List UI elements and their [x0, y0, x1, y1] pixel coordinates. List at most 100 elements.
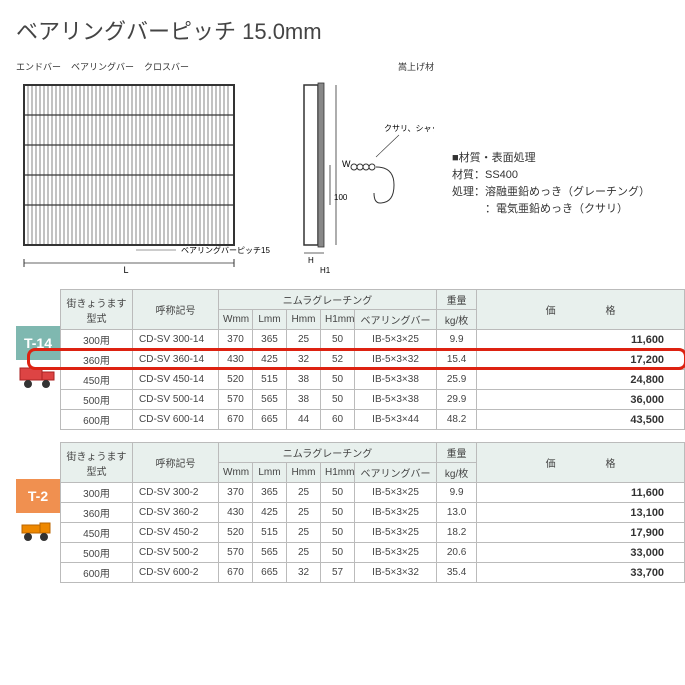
th-model: 呼称記号 [133, 290, 219, 330]
cell-W: 570 [219, 543, 253, 563]
material-info: ■材質・表面処理 材質：SS400 処理：溶融亜鉛めっき（グレーチング） ：電気… [452, 60, 669, 275]
cell-kata: 300用 [61, 483, 133, 503]
cell-W: 370 [219, 483, 253, 503]
table-row: 450用CD-SV 450-145205153850IB-5×3×3825.92… [61, 370, 685, 390]
table-row: 360用CD-SV 360-24304252550IB-5×3×2513.013… [61, 503, 685, 523]
cell-H1: 52 [321, 350, 355, 370]
table-row: 300用CD-SV 300-23703652550IB-5×3×259.911,… [61, 483, 685, 503]
dim-W: W [342, 159, 351, 169]
th-H1: H1mm [321, 463, 355, 483]
cell-H1: 50 [321, 503, 355, 523]
cell-L: 515 [253, 523, 287, 543]
cell-H1: 60 [321, 410, 355, 430]
cell-wt: 48.2 [437, 410, 477, 430]
cell-W: 370 [219, 330, 253, 350]
cell-price: 43,500 [477, 410, 685, 430]
cell-L: 565 [253, 390, 287, 410]
cell-wt: 18.2 [437, 523, 477, 543]
cell-W: 520 [219, 370, 253, 390]
th-wt-b: kg/枚 [437, 463, 477, 483]
cell-wt: 35.4 [437, 563, 477, 583]
cell-H: 44 [287, 410, 321, 430]
cell-wt: 9.9 [437, 330, 477, 350]
th-W: Wmm [219, 310, 253, 330]
th-H1: H1mm [321, 310, 355, 330]
cell-W: 520 [219, 523, 253, 543]
cell-price: 33,700 [477, 563, 685, 583]
cell-kata: 450用 [61, 370, 133, 390]
table-row: 450用CD-SV 450-25205152550IB-5×3×2518.217… [61, 523, 685, 543]
material-head: ■材質・表面処理 [452, 150, 669, 167]
cell-H: 32 [287, 350, 321, 370]
cell-model: CD-SV 600-2 [133, 563, 219, 583]
cell-H: 32 [287, 563, 321, 583]
pitch-note: ベアリングバーピッチ15 [181, 245, 270, 255]
cell-wt: 20.6 [437, 543, 477, 563]
cell-H1: 50 [321, 330, 355, 350]
material-line1: 材質：SS400 [452, 167, 669, 184]
cell-H: 25 [287, 330, 321, 350]
table-row: 600用CD-SV 600-26706653257IB-5×3×3235.433… [61, 563, 685, 583]
label-bearingbar: ベアリングバー [71, 60, 134, 73]
cell-L: 565 [253, 543, 287, 563]
cell-price: 36,000 [477, 390, 685, 410]
cell-L: 425 [253, 350, 287, 370]
label-crossbar: クロスバー [144, 60, 189, 73]
cell-W: 430 [219, 350, 253, 370]
cell-bar: IB-5×3×38 [355, 370, 437, 390]
th-wt-a: 重量 [437, 443, 477, 463]
cell-H1: 50 [321, 543, 355, 563]
th-H: Hmm [287, 310, 321, 330]
cell-L: 515 [253, 370, 287, 390]
label-chain: クサリ、シャックル [384, 124, 434, 133]
th-H: Hmm [287, 463, 321, 483]
th-bar: ベアリングバー [355, 463, 437, 483]
cell-bar: IB-5×3×32 [355, 563, 437, 583]
table-row: 600用CD-SV 600-146706654460IB-5×3×4448.24… [61, 410, 685, 430]
cell-H1: 57 [321, 563, 355, 583]
th-group: ニムラグレーチング [219, 443, 437, 463]
cell-price: 33,000 [477, 543, 685, 563]
cell-H: 25 [287, 543, 321, 563]
cell-kata: 500用 [61, 543, 133, 563]
cell-model: CD-SV 300-14 [133, 330, 219, 350]
dim-H1: H1 [320, 266, 331, 275]
cell-kata: 450用 [61, 523, 133, 543]
cell-bar: IB-5×3×25 [355, 543, 437, 563]
table-row: 500用CD-SV 500-25705652550IB-5×3×2520.633… [61, 543, 685, 563]
dim-L: L [123, 265, 128, 275]
th-price: 価 格 [477, 443, 685, 483]
cell-price: 11,600 [477, 483, 685, 503]
cell-bar: IB-5×3×38 [355, 390, 437, 410]
cell-H1: 50 [321, 390, 355, 410]
cell-wt: 13.0 [437, 503, 477, 523]
cell-model: CD-SV 300-2 [133, 483, 219, 503]
cell-H1: 50 [321, 523, 355, 543]
cell-L: 425 [253, 503, 287, 523]
table-row: 300用CD-SV 300-143703652550IB-5×3×259.911… [61, 330, 685, 350]
cell-model: CD-SV 500-14 [133, 390, 219, 410]
cell-bar: IB-5×3×32 [355, 350, 437, 370]
cell-model: CD-SV 360-2 [133, 503, 219, 523]
cell-model: CD-SV 600-14 [133, 410, 219, 430]
table-t14-wrap: T-14 街きょうます型式 呼称記号 ニムラグレーチング 重量 価 格 [16, 289, 669, 430]
th-bar: ベアリングバー [355, 310, 437, 330]
th-L: Lmm [253, 463, 287, 483]
cell-kata: 600用 [61, 563, 133, 583]
cell-H: 25 [287, 523, 321, 543]
cell-price: 13,100 [477, 503, 685, 523]
table-row: 360用CD-SV 360-144304253252IB-5×3×3215.41… [61, 350, 685, 370]
th-L: Lmm [253, 310, 287, 330]
th-kata: 街きょうます型式 [61, 290, 133, 330]
cell-H: 38 [287, 390, 321, 410]
cell-wt: 29.9 [437, 390, 477, 410]
cell-price: 17,200 [477, 350, 685, 370]
cell-kata: 360用 [61, 503, 133, 523]
cell-bar: IB-5×3×25 [355, 523, 437, 543]
cell-kata: 600用 [61, 410, 133, 430]
cell-kata: 360用 [61, 350, 133, 370]
material-line3: ：電気亜鉛めっき（クサリ） [452, 201, 669, 218]
cell-kata: 300用 [61, 330, 133, 350]
table-row: 500用CD-SV 500-145705653850IB-5×3×3829.93… [61, 390, 685, 410]
cell-bar: IB-5×3×44 [355, 410, 437, 430]
